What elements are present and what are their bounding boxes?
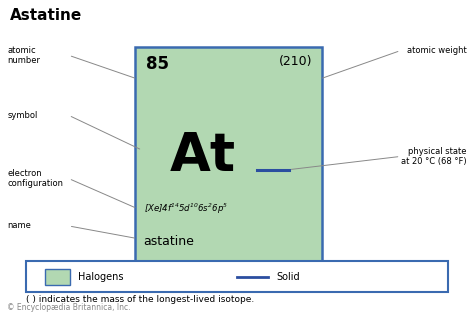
Text: Halogens: Halogens <box>78 271 124 282</box>
Text: ( ) indicates the mass of the longest-lived isotope.: ( ) indicates the mass of the longest-li… <box>26 295 255 304</box>
Text: astatine: astatine <box>144 235 194 248</box>
Text: 85: 85 <box>146 55 169 73</box>
Text: symbol: symbol <box>7 111 37 120</box>
Text: Solid: Solid <box>276 271 300 282</box>
Text: (210): (210) <box>278 55 312 68</box>
Bar <box>26 261 448 292</box>
Text: electron
configuration: electron configuration <box>7 169 63 188</box>
Text: At: At <box>169 130 236 182</box>
Text: atomic weight: atomic weight <box>407 46 467 55</box>
Text: atomic
number: atomic number <box>7 46 40 65</box>
Bar <box>45 269 70 285</box>
Text: name: name <box>7 222 31 230</box>
Text: © Encyclopædia Britannica, Inc.: © Encyclopædia Britannica, Inc. <box>7 303 131 312</box>
Text: $\mathregular{[Xe]4f^{14}5d^{10}6s^{2}6p^{5}}$: $\mathregular{[Xe]4f^{14}5d^{10}6s^{2}6p… <box>144 202 228 216</box>
Text: physical state
at 20 °C (68 °F): physical state at 20 °C (68 °F) <box>401 147 467 166</box>
Text: Astatine: Astatine <box>9 8 82 23</box>
Bar <box>135 47 322 264</box>
